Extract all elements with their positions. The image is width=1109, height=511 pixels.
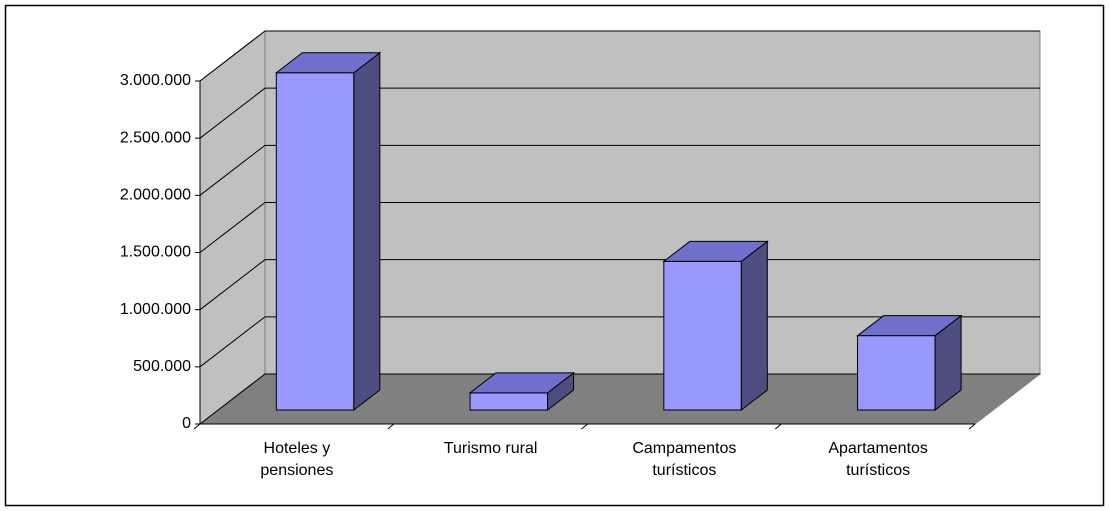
bar: [663, 260, 742, 411]
bar: [469, 392, 549, 411]
x-tick: [387, 423, 395, 430]
y-tick-label: 0: [182, 415, 191, 432]
x-tick: [193, 423, 201, 430]
bar: [275, 72, 355, 411]
bar-top: [468, 372, 576, 394]
grid-line: [199, 373, 1040, 425]
x-tick: [774, 423, 782, 430]
y-tick-label: 500.000: [133, 358, 191, 375]
bar: [857, 335, 936, 411]
y-tick-label: 2.500.000: [120, 129, 191, 146]
x-tick-label: Turismo rural: [444, 440, 538, 457]
y-tick-label: 3.000.000: [120, 72, 191, 89]
bar-top: [274, 52, 382, 74]
x-tick-label: Campamentos turísticos: [632, 440, 736, 479]
x-tick-label: Hoteles y pensiones: [260, 440, 333, 479]
x-tick-label: Apartamentos turísticos: [828, 440, 928, 479]
x-tick: [581, 423, 588, 430]
y-tick-label: 1.500.000: [120, 244, 191, 261]
y-tick-label: 1.000.000: [120, 301, 191, 318]
grid-line: [199, 87, 1040, 139]
bar-side: [353, 51, 381, 412]
grid-line: [199, 30, 1040, 82]
bar-top: [856, 315, 963, 337]
grid-line: [199, 316, 1040, 368]
y-tick-label: 2.000.000: [120, 187, 191, 204]
grid-line: [199, 259, 1040, 311]
x-tick: [968, 423, 976, 430]
grid-line: [199, 202, 1040, 253]
bar-top: [662, 240, 769, 262]
grid-line: [199, 144, 1040, 196]
bar-side: [740, 240, 768, 412]
